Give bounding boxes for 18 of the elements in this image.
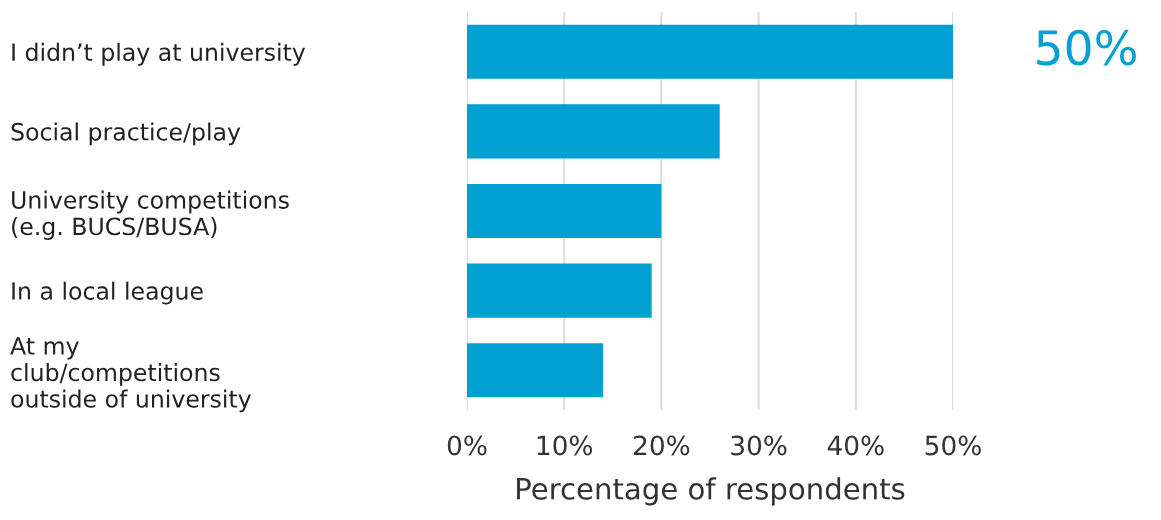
x-tick-label: 40% <box>827 435 884 456</box>
bar <box>467 263 652 318</box>
x-tick-label: 50% <box>925 435 981 456</box>
y-tick-label: At my club/competitions outside of university <box>10 337 251 413</box>
y-tick-label: In a local league <box>12 281 203 305</box>
x-tick-label: 20% <box>634 435 690 456</box>
bar <box>467 104 720 159</box>
bar <box>467 24 953 79</box>
x-axis-title: Percentage of respondents <box>517 477 905 506</box>
annotation: 50% <box>1037 29 1136 66</box>
x-tick-label: 10% <box>537 435 593 456</box>
x-tick-label: 30% <box>731 435 787 456</box>
bar <box>467 183 662 239</box>
x-tick-label: 0% <box>447 435 487 456</box>
y-tick-label: University competitions (e.g. BUCS/BUSA) <box>12 190 289 240</box>
y-tick-label: Social practice/play <box>11 122 241 146</box>
y-tick-label: I didn’t play at university <box>12 42 306 66</box>
bar <box>467 343 604 398</box>
